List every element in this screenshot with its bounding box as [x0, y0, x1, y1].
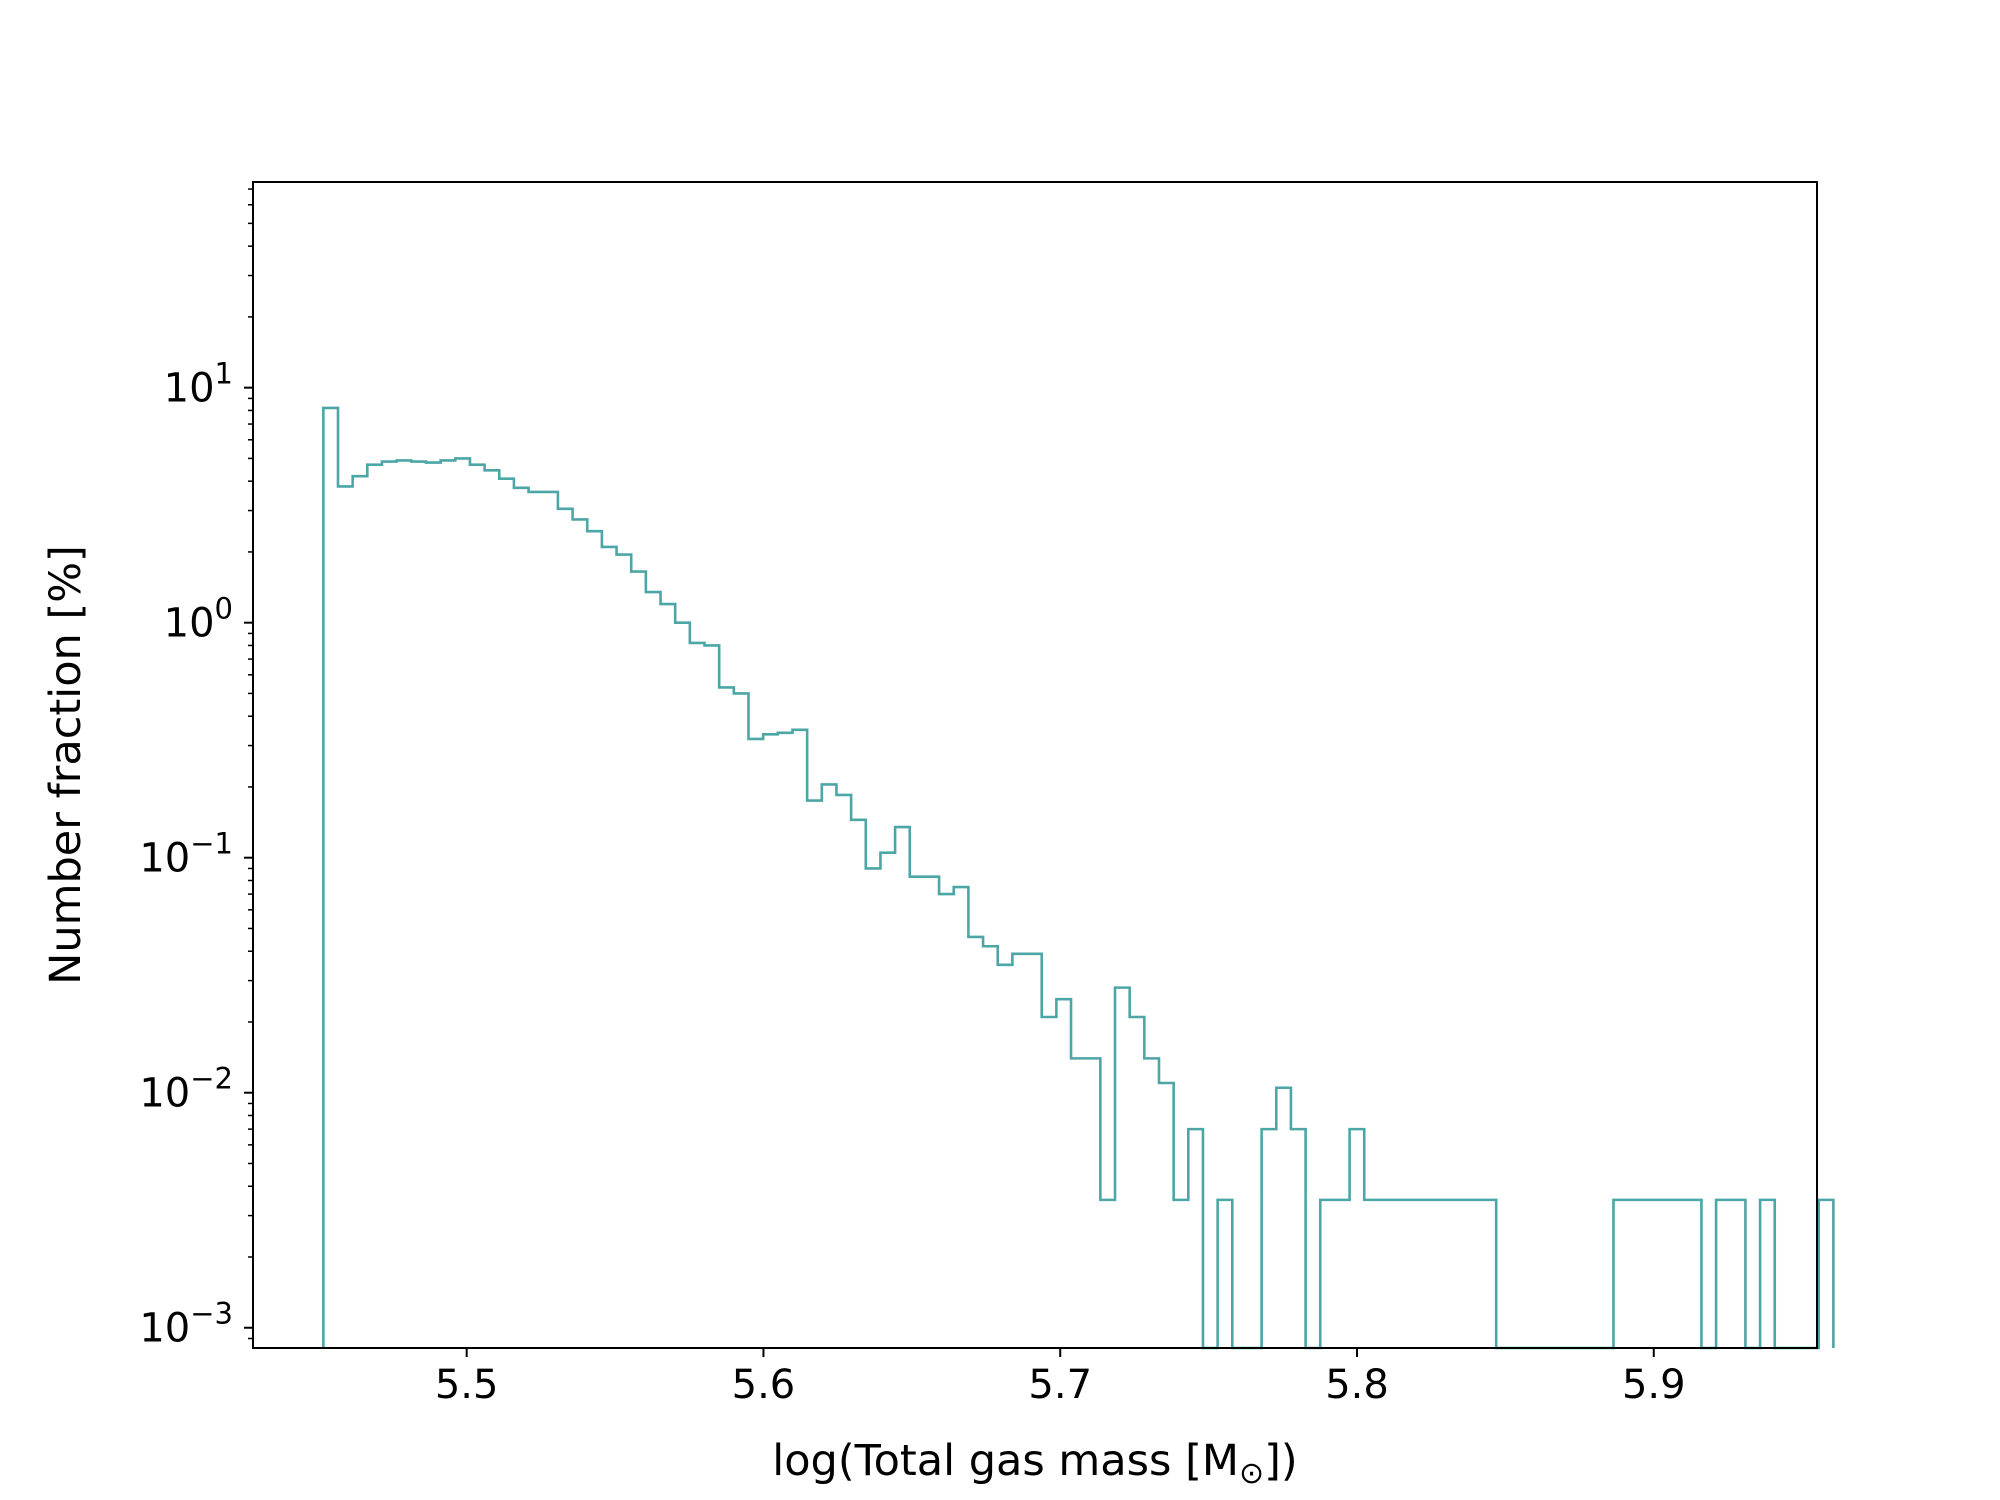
- y-axis-label: Number fraction [%]: [41, 545, 91, 985]
- y-tick-label: 10−3: [139, 1297, 233, 1352]
- x-tick-label: 5.9: [1622, 1362, 1686, 1408]
- y-tick-exponent: −2: [190, 1062, 233, 1096]
- y-tick-exponent: −1: [190, 827, 233, 861]
- y-tick-label: 10−2: [139, 1062, 233, 1117]
- x-label-text-end: ]): [1264, 1436, 1298, 1486]
- axes-frame: [252, 181, 1818, 1349]
- y-tick-label: 10−1: [139, 827, 233, 882]
- y-tick-label: 101: [164, 357, 233, 412]
- y-tick-exponent: −3: [190, 1297, 233, 1331]
- x-tick-label: 5.7: [1028, 1362, 1092, 1408]
- x-axis-label: log(Total gas mass [M⊙]): [772, 1436, 1297, 1491]
- y-tick-base: 10: [164, 366, 215, 412]
- plot-area: [252, 181, 1835, 1350]
- y-tick-label: 100: [164, 592, 233, 647]
- x-tick-label: 5.8: [1325, 1362, 1389, 1408]
- y-tick-base: 10: [139, 1306, 190, 1352]
- x-label-text: log(Total gas mass [M: [772, 1436, 1239, 1486]
- sun-symbol: ⊙: [1239, 1456, 1264, 1491]
- x-axis-ticks: 5.5 5.6 5.7 5.8 5.9: [435, 1348, 1686, 1408]
- y-tick-base: 10: [139, 836, 190, 882]
- x-tick-label: 5.6: [732, 1362, 796, 1408]
- y-tick-exponent: 0: [215, 592, 233, 626]
- y-tick-base: 10: [139, 1071, 190, 1117]
- y-tick-base: 10: [164, 601, 215, 647]
- x-tick-label: 5.5: [435, 1362, 499, 1408]
- y-tick-exponent: 1: [215, 357, 233, 391]
